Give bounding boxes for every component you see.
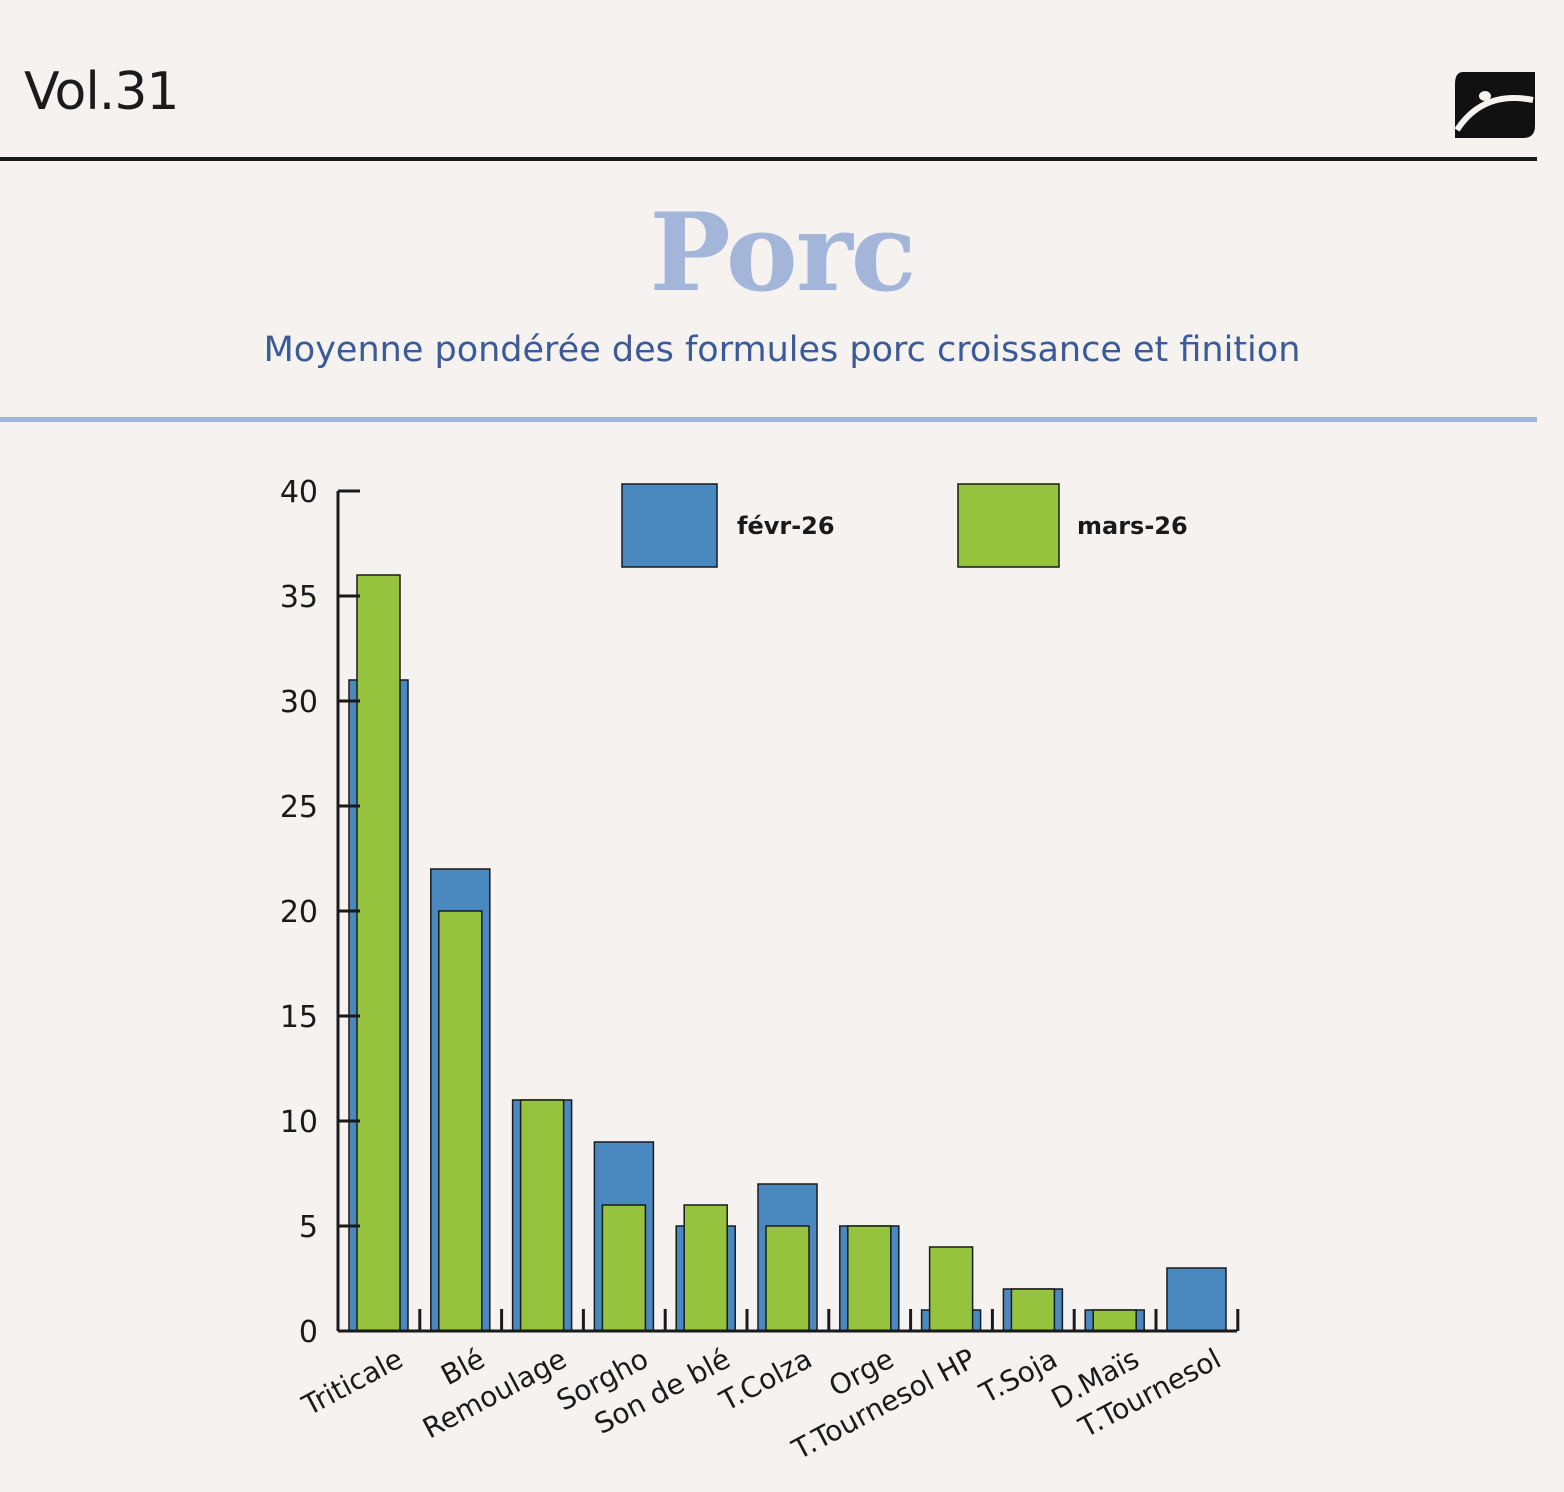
x-tick-label: Remoulage: [417, 1342, 572, 1445]
bar-mars-ble: [438, 910, 483, 1332]
legend-label: févr-26: [737, 512, 835, 540]
y-tick-label: 40: [280, 475, 318, 510]
bar-mars-sorgho: [601, 1204, 647, 1332]
y-tick-label: 35: [280, 580, 318, 615]
bar-mars-t-tournesol-hp: [928, 1246, 974, 1332]
bar-mars-t-colza: [765, 1225, 810, 1332]
header-divider: [0, 157, 1537, 161]
bar-mars-remoulage: [519, 1099, 565, 1332]
y-tick-label: 30: [280, 685, 318, 720]
y-tick-label: 5: [299, 1210, 318, 1245]
brand-logo-icon: [1454, 72, 1535, 138]
y-tick-label: 25: [280, 790, 318, 825]
y-tick-label: 20: [280, 895, 318, 930]
legend-swatch: [957, 483, 1060, 568]
section-divider: [0, 417, 1537, 422]
x-tick-label: T.Soja: [973, 1342, 1062, 1410]
bar-mars-triticale: [356, 574, 401, 1332]
bar-mars-son-de-ble: [683, 1204, 728, 1332]
bar-mars-d-mais: [1092, 1309, 1137, 1332]
bar-mars-t-soja: [1010, 1288, 1056, 1332]
y-tick-label: 0: [299, 1315, 318, 1350]
x-tick-label: T.Colza: [713, 1342, 817, 1418]
page-subtitle: Moyenne pondérée des formules porc crois…: [263, 330, 1301, 370]
legend-label: mars-26: [1077, 512, 1188, 540]
y-tick-label: 15: [280, 1000, 318, 1035]
page-title: Porc: [649, 190, 916, 316]
volume-label: Vol.31: [24, 62, 179, 122]
x-tick-label: Triticale: [296, 1342, 408, 1423]
bar-mars-orge: [847, 1225, 892, 1332]
y-tick-label: 10: [280, 1105, 318, 1140]
legend-swatch: [621, 483, 718, 568]
bar-fevr-t-tournesol: [1166, 1267, 1227, 1332]
